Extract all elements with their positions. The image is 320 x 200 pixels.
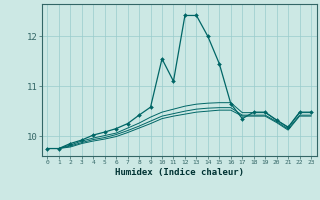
X-axis label: Humidex (Indice chaleur): Humidex (Indice chaleur) (115, 168, 244, 177)
